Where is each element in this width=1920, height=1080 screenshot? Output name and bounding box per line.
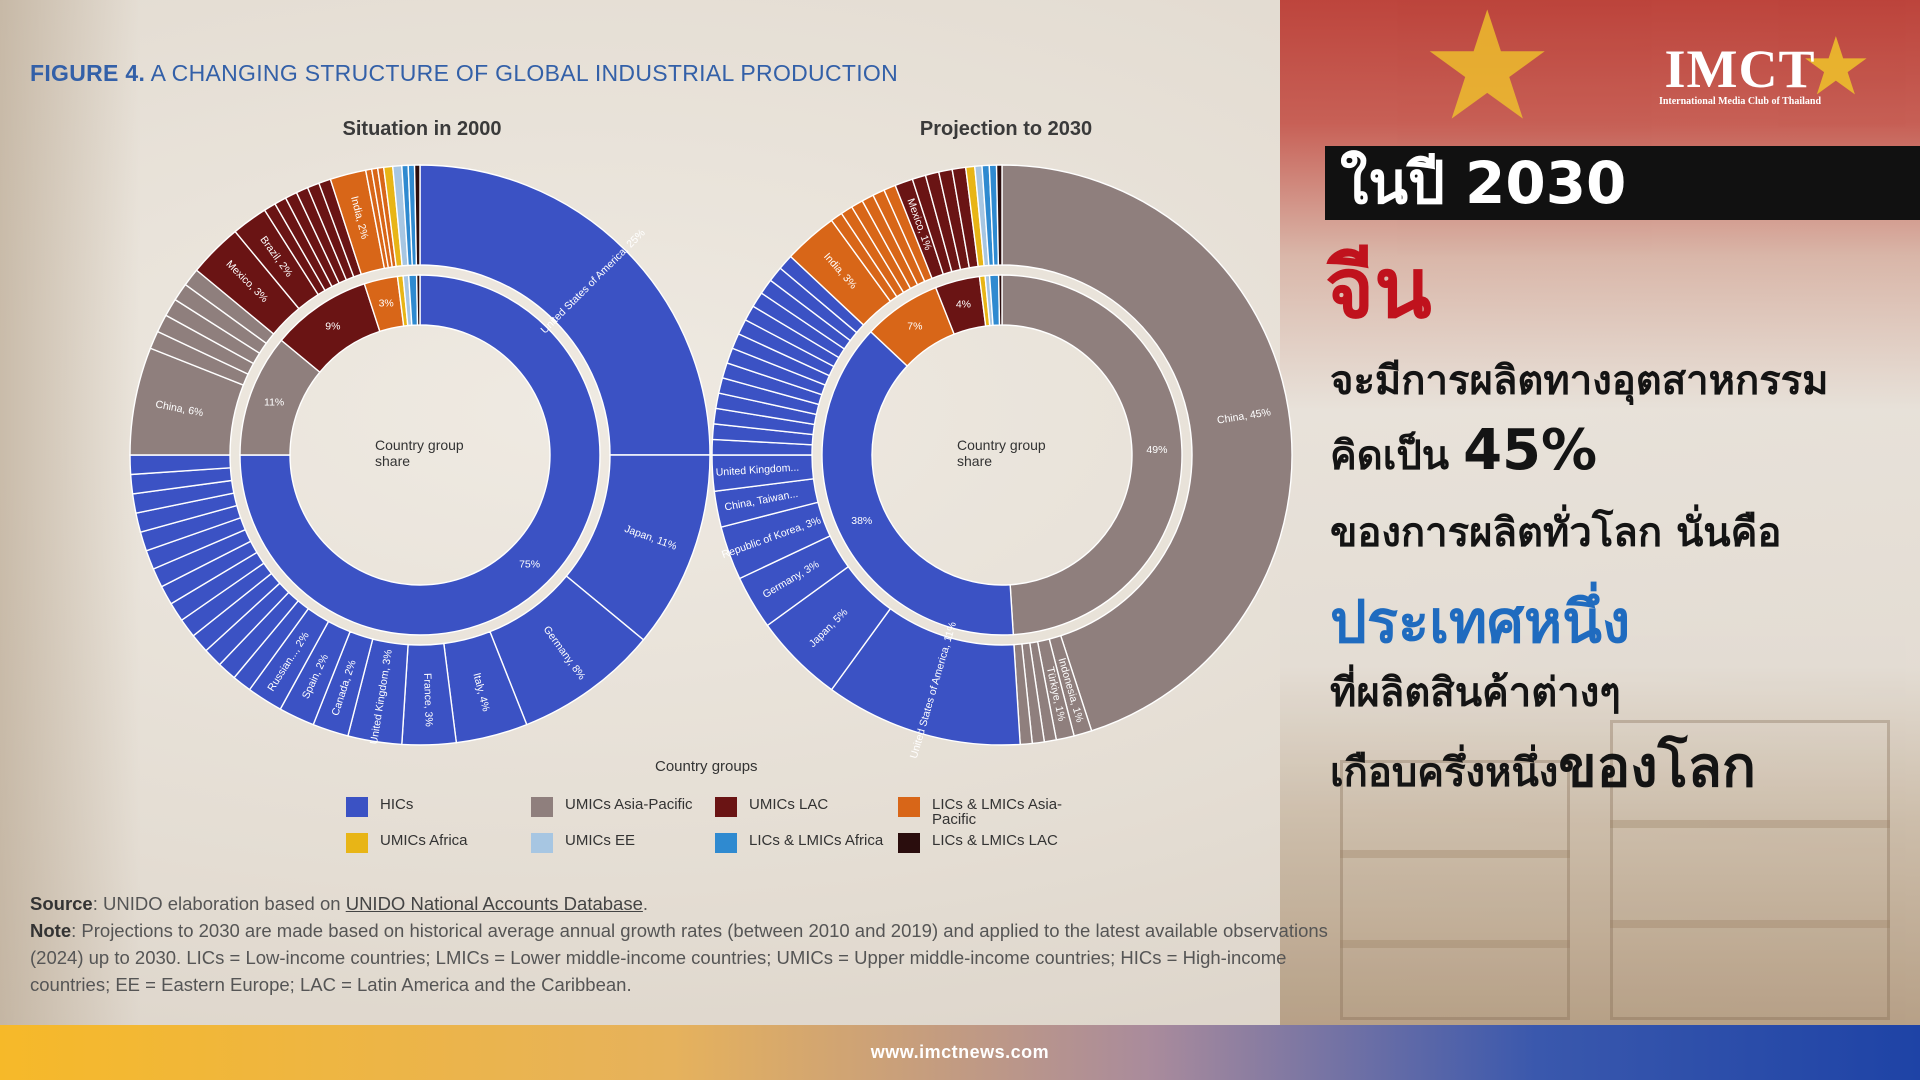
outer-ring-segment	[419, 164, 711, 456]
donut-chart-2030: 49%38%7%4%China, 45%Indonesia, 1%Türkiye…	[711, 164, 1293, 760]
outer-ring-segment	[1001, 164, 1293, 732]
inner-ring-segment	[415, 274, 421, 326]
legend-swatch	[715, 833, 737, 853]
headline-line-5: เกือบครึ่งหนึ่งของโลก	[1330, 722, 1756, 811]
legend-swatch	[715, 797, 737, 817]
legend-item: HICs	[346, 797, 526, 817]
inner-ring-label: 11%	[264, 396, 284, 408]
legend-item: LICs & LMICs Asia-Pacific	[898, 797, 1078, 827]
headline-line-2a: คิดเป็น	[1330, 433, 1464, 479]
warehouse-shelf	[1340, 850, 1570, 858]
outer-ring-label: France, 3%	[421, 673, 435, 727]
legend-label: UMICs Africa	[380, 832, 468, 849]
legend-label: UMICs Asia-Pacific	[565, 796, 693, 813]
center-label: share	[375, 453, 410, 469]
note-line: Note: Projections to 2030 are made based…	[30, 917, 1330, 998]
inner-ring-segment	[821, 330, 1015, 636]
legend-swatch	[346, 833, 368, 853]
chart-title-2000: Situation in 2000	[342, 118, 502, 140]
footer-bar: www.imctnews.com	[0, 1025, 1920, 1080]
footer-url[interactable]: www.imctnews.com	[870, 1042, 1050, 1062]
figure-number: FIGURE 4.	[30, 60, 146, 86]
logo-main: IMCT	[1664, 39, 1816, 99]
warehouse-rack	[1610, 720, 1890, 1020]
legend-swatch	[898, 797, 920, 817]
legend-swatch	[346, 797, 368, 817]
legend-item: UMICs Asia-Pacific	[531, 797, 711, 817]
headline-line-1: จะมีการผลิตทางอุตสาหกรรม	[1330, 358, 1829, 404]
headline-line-4: ที่ผลิตสินค้าต่างๆ	[1330, 670, 1621, 716]
legend-label: UMICs EE	[565, 832, 636, 849]
center-label: share	[957, 453, 992, 469]
legend-title: Country groups	[655, 758, 758, 775]
inner-ring-label: 7%	[907, 321, 922, 333]
legend-item: UMICs LAC	[715, 797, 895, 817]
source-note: Source: UNIDO elaboration based on UNIDO…	[30, 890, 1330, 998]
inner-ring-label: 9%	[325, 321, 340, 333]
headline-one-country: ประเทศหนึ่ง	[1330, 588, 1631, 656]
legend-item: UMICs Africa	[346, 833, 526, 853]
center-label: Country group	[375, 437, 464, 453]
inner-ring-label: 49%	[1146, 444, 1167, 456]
outer-ring-label: United Kingdom...	[715, 462, 799, 479]
flag-star-icon: ★	[1420, 0, 1555, 154]
source-link[interactable]: UNIDO National Accounts Database	[345, 893, 643, 914]
warehouse-shelf	[1340, 940, 1570, 948]
outer-ring-segment	[413, 164, 421, 266]
headline-china: จีน	[1325, 239, 1432, 337]
headline-45-percent: 45%	[1463, 418, 1598, 483]
note-label: Note	[30, 920, 72, 941]
source-post: .	[642, 893, 649, 914]
warehouse-background-left	[0, 0, 140, 1025]
legend-label: HICs	[380, 796, 414, 813]
inner-ring-label: 75%	[519, 558, 540, 570]
warehouse-shelf	[1610, 820, 1890, 828]
legend-item: UMICs EE	[531, 833, 711, 853]
legend-label: UMICs LAC	[749, 796, 829, 813]
headline-line-5b: ของโลก	[1558, 735, 1756, 800]
warehouse-rack	[1340, 760, 1570, 1020]
legend-label: LICs & LMICs Africa	[749, 832, 884, 849]
legend-swatch	[531, 833, 553, 853]
inner-ring-label: 3%	[379, 298, 394, 310]
legend-swatch	[531, 797, 553, 817]
legend-label: LICs & LMICs Asia-Pacific	[932, 796, 1063, 828]
headline-line-2: คิดเป็น 45%	[1330, 418, 1597, 487]
inner-ring-segment	[997, 274, 1003, 326]
source-pre: : UNIDO elaboration based on	[92, 893, 346, 914]
center-label: Country group	[957, 437, 1046, 453]
headline-line-5a: เกือบครึ่งหนึ่ง	[1330, 750, 1559, 796]
figure-title-text: A CHANGING STRUCTURE OF GLOBAL INDUSTRIA…	[150, 60, 899, 86]
flag-star-icon: ★	[1800, 20, 1872, 113]
inner-ring-segment	[1001, 274, 1183, 636]
source-label: Source	[30, 893, 93, 914]
legend-label: LICs & LMICs LAC	[932, 832, 1058, 849]
chart-title-2030: Projection to 2030	[919, 118, 1093, 140]
imct-logo: IMCT International Media Club of Thailan…	[1650, 42, 1830, 108]
source-line: Source: UNIDO elaboration based on UNIDO…	[30, 890, 1330, 917]
note-text: : Projections to 2030 are made based on …	[30, 920, 1328, 995]
legend-item: LICs & LMICs Africa	[715, 833, 895, 853]
outer-ring-segment	[995, 164, 1003, 266]
logo-sub: International Media Club of Thailand	[1658, 96, 1822, 107]
donut-chart-2000: 75%11%9%3% United States of America, 25%J…	[129, 164, 711, 746]
headline-year: ในปี 2030	[1340, 149, 1627, 217]
legend-swatch	[898, 833, 920, 853]
inner-ring-label: 4%	[956, 299, 971, 311]
inner-ring-label: 38%	[851, 515, 872, 527]
warehouse-shelf	[1610, 920, 1890, 928]
inner-ring-segment	[239, 274, 601, 636]
headline-line-3: ของการผลิตทั่วโลก นั่นคือ	[1330, 510, 1782, 556]
legend-item: LICs & LMICs LAC	[898, 833, 1078, 853]
figure-title: FIGURE 4. A CHANGING STRUCTURE OF GLOBAL…	[30, 60, 898, 87]
headline-box	[1325, 146, 1920, 220]
